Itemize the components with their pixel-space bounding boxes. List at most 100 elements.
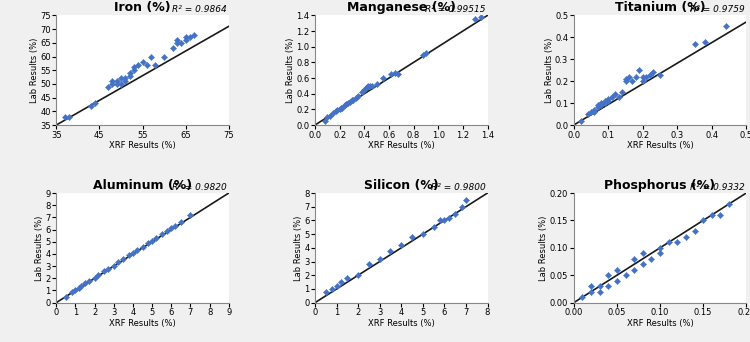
Y-axis label: Lab Results (%): Lab Results (%) <box>30 38 39 103</box>
Point <box>395 242 407 248</box>
Y-axis label: Lab Results (%): Lab Results (%) <box>294 215 303 280</box>
Point <box>340 101 352 107</box>
Point <box>82 278 94 284</box>
Point <box>326 286 338 292</box>
Point <box>352 93 364 99</box>
Point <box>362 83 374 89</box>
Point <box>688 229 700 234</box>
Point <box>106 81 118 87</box>
Point <box>352 273 364 278</box>
Point <box>596 103 608 108</box>
Point <box>596 100 608 106</box>
Point <box>654 251 666 256</box>
Point <box>102 266 114 271</box>
Point <box>102 84 114 89</box>
Point <box>128 65 140 70</box>
Point <box>141 62 153 67</box>
Point <box>65 289 77 294</box>
Point <box>361 85 373 90</box>
Point <box>663 240 675 245</box>
Point <box>637 74 649 80</box>
Point <box>671 240 683 245</box>
Point <box>592 105 604 110</box>
Point <box>124 70 136 76</box>
Point <box>574 118 586 123</box>
Point <box>156 232 168 237</box>
Title: Iron (%): Iron (%) <box>114 1 171 14</box>
Point <box>640 74 652 80</box>
Point <box>98 268 110 274</box>
Point <box>331 284 343 289</box>
Point <box>598 100 610 106</box>
Y-axis label: Lab Results (%): Lab Results (%) <box>544 38 554 103</box>
Point <box>637 251 649 256</box>
Title: Titanium (%): Titanium (%) <box>615 1 705 14</box>
Point <box>654 245 666 251</box>
Point <box>585 109 597 115</box>
Point <box>169 223 181 229</box>
Point <box>117 256 129 262</box>
Point <box>119 78 131 84</box>
Point <box>680 234 692 240</box>
Point <box>620 273 632 278</box>
Point <box>623 74 635 80</box>
Point <box>576 294 588 300</box>
Point <box>723 201 735 207</box>
Point <box>585 289 597 294</box>
Point <box>88 276 101 281</box>
Point <box>180 37 192 43</box>
Point <box>581 111 593 117</box>
Point <box>602 96 614 102</box>
Point <box>370 82 382 87</box>
Point <box>589 109 601 115</box>
Point <box>420 50 432 56</box>
Title: Manganese (%): Manganese (%) <box>346 1 456 14</box>
Point <box>115 81 127 87</box>
Point <box>342 100 354 106</box>
Point <box>602 273 614 278</box>
Point <box>589 107 601 113</box>
Point <box>136 59 148 65</box>
X-axis label: XRF Results (%): XRF Results (%) <box>627 141 693 150</box>
Point <box>610 267 622 273</box>
Point <box>356 89 368 95</box>
X-axis label: XRF Results (%): XRF Results (%) <box>368 319 435 328</box>
Point <box>175 220 187 225</box>
Point <box>123 252 135 258</box>
Point <box>392 71 404 77</box>
Point <box>338 103 350 108</box>
Point <box>89 100 101 106</box>
Point <box>119 76 131 81</box>
Point <box>128 67 140 73</box>
Point <box>455 204 468 209</box>
Point <box>714 212 726 218</box>
Text: R² = 0.9759: R² = 0.9759 <box>690 5 745 14</box>
X-axis label: XRF Results (%): XRF Results (%) <box>368 141 435 150</box>
X-axis label: XRF Results (%): XRF Results (%) <box>110 141 176 150</box>
Point <box>70 288 82 293</box>
Point <box>418 52 430 57</box>
Point <box>171 37 183 43</box>
Point <box>166 45 178 51</box>
Point <box>346 97 358 103</box>
Point <box>171 40 183 45</box>
Point <box>438 218 450 223</box>
Point <box>132 62 144 67</box>
Point <box>626 78 638 84</box>
Point <box>184 212 196 218</box>
Point <box>150 235 162 241</box>
Point <box>363 262 375 267</box>
Point <box>161 228 173 234</box>
Point <box>406 234 418 240</box>
Point <box>376 75 388 81</box>
Point <box>637 78 649 84</box>
Text: R² = 0.9800: R² = 0.9800 <box>431 183 486 192</box>
Point <box>332 107 344 113</box>
Point <box>592 103 604 108</box>
Point <box>699 39 711 44</box>
Text: R² = 0.9332: R² = 0.9332 <box>690 183 745 192</box>
Text: R² = 0.9820: R² = 0.9820 <box>172 183 227 192</box>
Point <box>111 78 123 84</box>
Title: Silicon (%): Silicon (%) <box>364 179 439 192</box>
Point <box>74 285 86 291</box>
